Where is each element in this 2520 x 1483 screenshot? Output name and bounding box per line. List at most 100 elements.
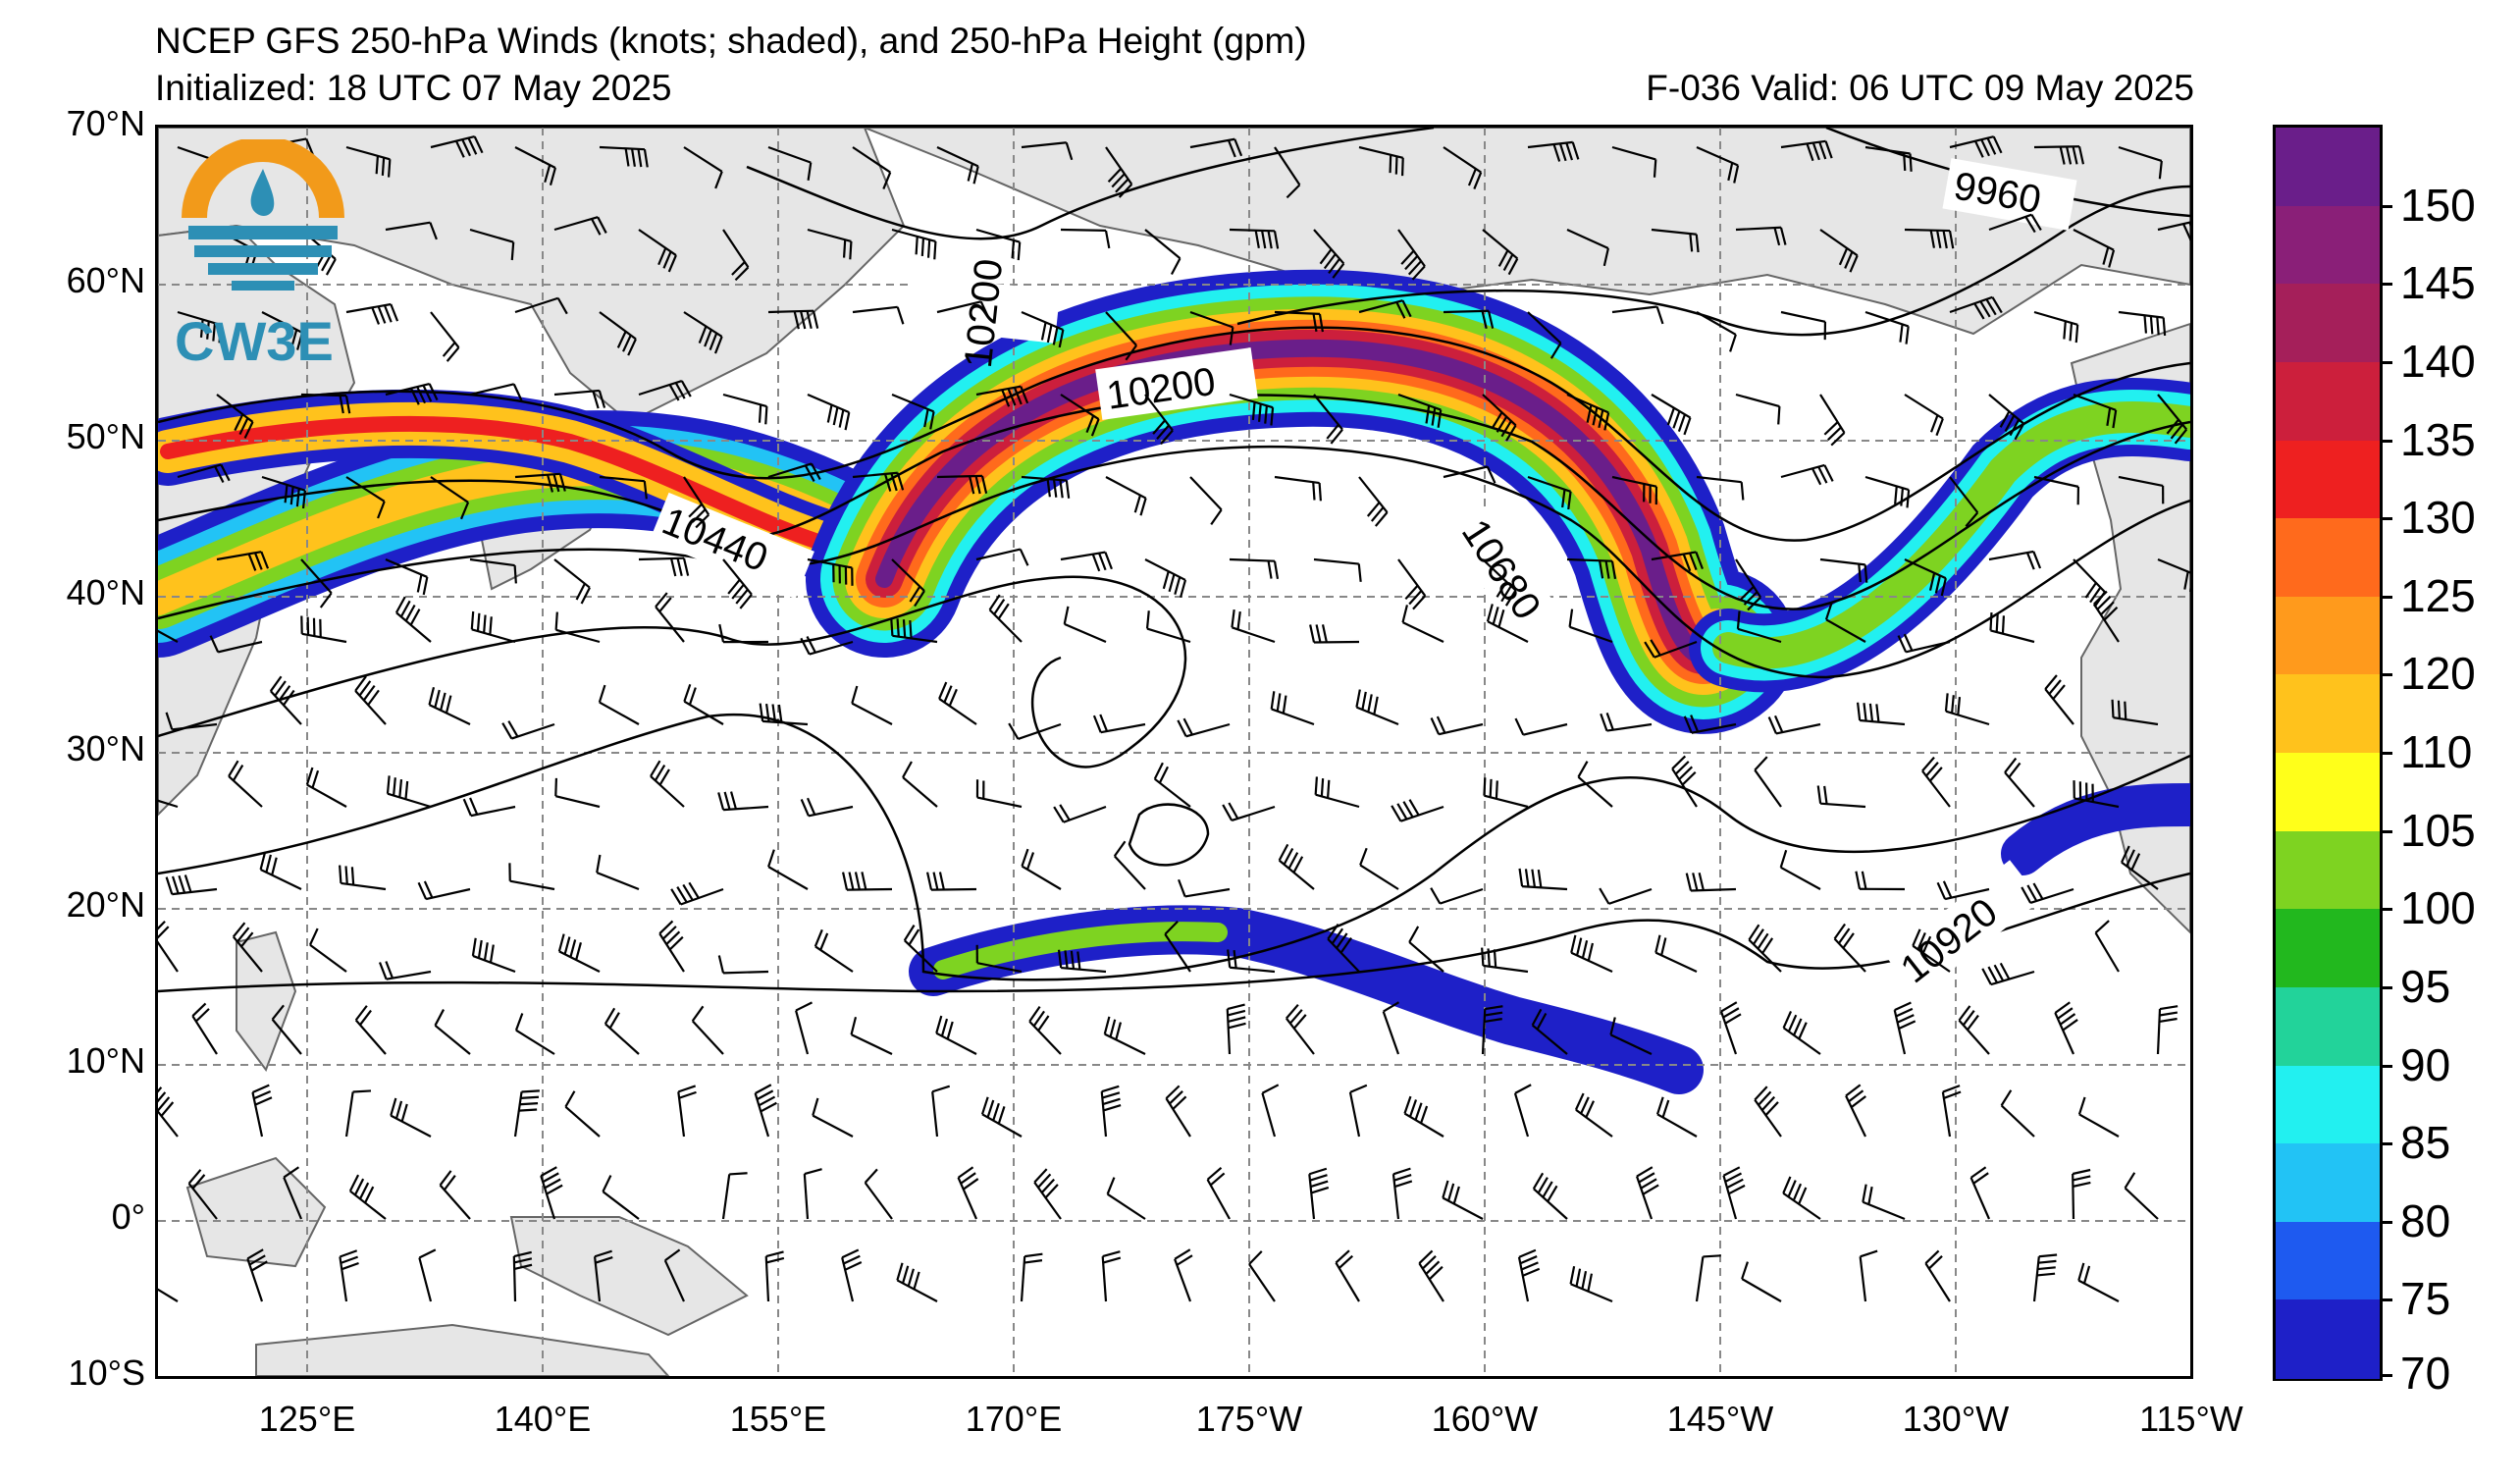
wind-barb bbox=[1864, 145, 1913, 172]
wind-barb bbox=[1101, 1250, 1122, 1302]
wind-barb bbox=[308, 927, 347, 973]
wind-barb bbox=[271, 1004, 302, 1055]
wind-barb bbox=[1021, 310, 1065, 348]
colorbar-tick bbox=[2381, 1142, 2392, 1146]
wind-barb bbox=[975, 228, 1022, 261]
colorbar-segment bbox=[2276, 986, 2380, 1067]
wind-barb bbox=[722, 393, 768, 425]
wind-barb bbox=[1924, 1249, 1951, 1302]
wind-barb bbox=[501, 720, 555, 740]
map-canvas: 10200 10200 9960 10440 10680 10920 bbox=[158, 128, 2190, 1376]
wind-barb bbox=[1514, 717, 1568, 736]
wind-barb bbox=[1105, 146, 1133, 198]
wind-barb bbox=[936, 300, 990, 319]
wind-barb bbox=[1780, 463, 1834, 486]
wind-barb bbox=[722, 558, 753, 609]
wind-barb bbox=[283, 1166, 303, 1220]
wind-barb bbox=[1222, 802, 1276, 822]
wind-barb bbox=[1644, 639, 1698, 659]
wind-barb bbox=[1408, 926, 1444, 973]
wind-barb bbox=[1741, 1261, 1782, 1302]
wind-barb bbox=[2073, 393, 2118, 429]
wind-barb bbox=[1518, 868, 1568, 891]
wind-barb bbox=[891, 558, 925, 608]
wind-barb bbox=[1941, 1085, 1962, 1138]
wind-barb bbox=[1912, 928, 1951, 973]
wind-barb bbox=[2111, 699, 2159, 726]
wind-barb bbox=[508, 863, 555, 891]
wind-barb bbox=[1309, 624, 1360, 644]
cw3e-logo: CW3E bbox=[175, 136, 361, 385]
lat-label-40n: 40°N bbox=[66, 572, 145, 612]
wind-barb bbox=[903, 925, 938, 973]
colorbar-tick bbox=[2381, 439, 2392, 443]
wind-barb bbox=[1189, 476, 1223, 526]
wind-barb bbox=[1574, 1092, 1613, 1138]
wind-barb bbox=[2157, 221, 2190, 241]
contour-line bbox=[158, 326, 2190, 542]
wind-barb bbox=[931, 1085, 951, 1138]
colorbar-label: 110 bbox=[2400, 726, 2473, 777]
wind-barb bbox=[1969, 1166, 1991, 1220]
wind-barb bbox=[1611, 145, 1657, 178]
wind-barb bbox=[2118, 145, 2163, 180]
wind-barb bbox=[677, 1085, 697, 1138]
jet-east-subtropical bbox=[2001, 783, 2190, 875]
wind-barb bbox=[394, 596, 432, 643]
wind-barb bbox=[177, 463, 231, 484]
colorbar-label: 85 bbox=[2400, 1117, 2451, 1169]
wind-barb bbox=[1748, 924, 1782, 973]
map-title: NCEP GFS 250-hPa Winds (knots; shaded), … bbox=[155, 21, 1307, 61]
wind-barb bbox=[1248, 1250, 1276, 1302]
wind-barb bbox=[1782, 1011, 1821, 1055]
wind-barb bbox=[418, 1248, 437, 1302]
wind-barb bbox=[430, 135, 484, 158]
wind-barb bbox=[209, 635, 263, 654]
wind-barb bbox=[1482, 229, 1519, 276]
wind-barb bbox=[1897, 633, 1951, 654]
wind-barb bbox=[957, 1166, 979, 1220]
wind-barb bbox=[800, 797, 854, 818]
wind-barb bbox=[1651, 228, 1700, 253]
wind-barb bbox=[1113, 840, 1146, 890]
wind-barb bbox=[1735, 558, 1762, 611]
colorbar-segment bbox=[2276, 518, 2380, 598]
colorbar-segment bbox=[2276, 361, 2380, 442]
wind-barb bbox=[1355, 689, 1399, 726]
wind-barb bbox=[386, 775, 432, 809]
wind-barb bbox=[261, 475, 307, 509]
wind-barb bbox=[1736, 610, 1782, 644]
wind-barb bbox=[1165, 1085, 1191, 1138]
wind-barb bbox=[345, 145, 392, 178]
wind-barb bbox=[300, 558, 333, 609]
wind-barb bbox=[1021, 848, 1062, 890]
wind-barb bbox=[980, 1096, 1023, 1138]
wind-barb bbox=[1819, 394, 1846, 447]
wind-barb bbox=[1359, 847, 1399, 890]
contour-line bbox=[1236, 185, 2190, 337]
wind-barb bbox=[1859, 1249, 1878, 1302]
wind-barb bbox=[553, 558, 591, 605]
wind-barb bbox=[1949, 476, 1979, 527]
wind-barb bbox=[596, 854, 640, 891]
wind-barb bbox=[300, 393, 351, 414]
wind-barb bbox=[378, 961, 432, 980]
wind-barb bbox=[417, 880, 471, 901]
wind-barb bbox=[1443, 309, 1495, 330]
wind-barb bbox=[305, 767, 347, 808]
wind-barb bbox=[1443, 146, 1483, 189]
wind-barb bbox=[670, 881, 724, 906]
wind-barb bbox=[385, 382, 439, 405]
wind-barb bbox=[1443, 465, 1496, 484]
colorbar-label: 95 bbox=[2400, 960, 2451, 1012]
wind-barb bbox=[1569, 1266, 1613, 1303]
wind-barb bbox=[1944, 693, 1990, 726]
wind-barb bbox=[434, 1009, 471, 1055]
colorbar-segment bbox=[2276, 674, 2380, 754]
wind-barb bbox=[428, 687, 471, 725]
wind-barb bbox=[1358, 299, 1412, 319]
wind-barb bbox=[1285, 1003, 1315, 1055]
wind-barb bbox=[1483, 777, 1529, 809]
wind-barb bbox=[896, 1262, 938, 1302]
lon-label-130w: 130°W bbox=[1902, 1399, 2010, 1439]
